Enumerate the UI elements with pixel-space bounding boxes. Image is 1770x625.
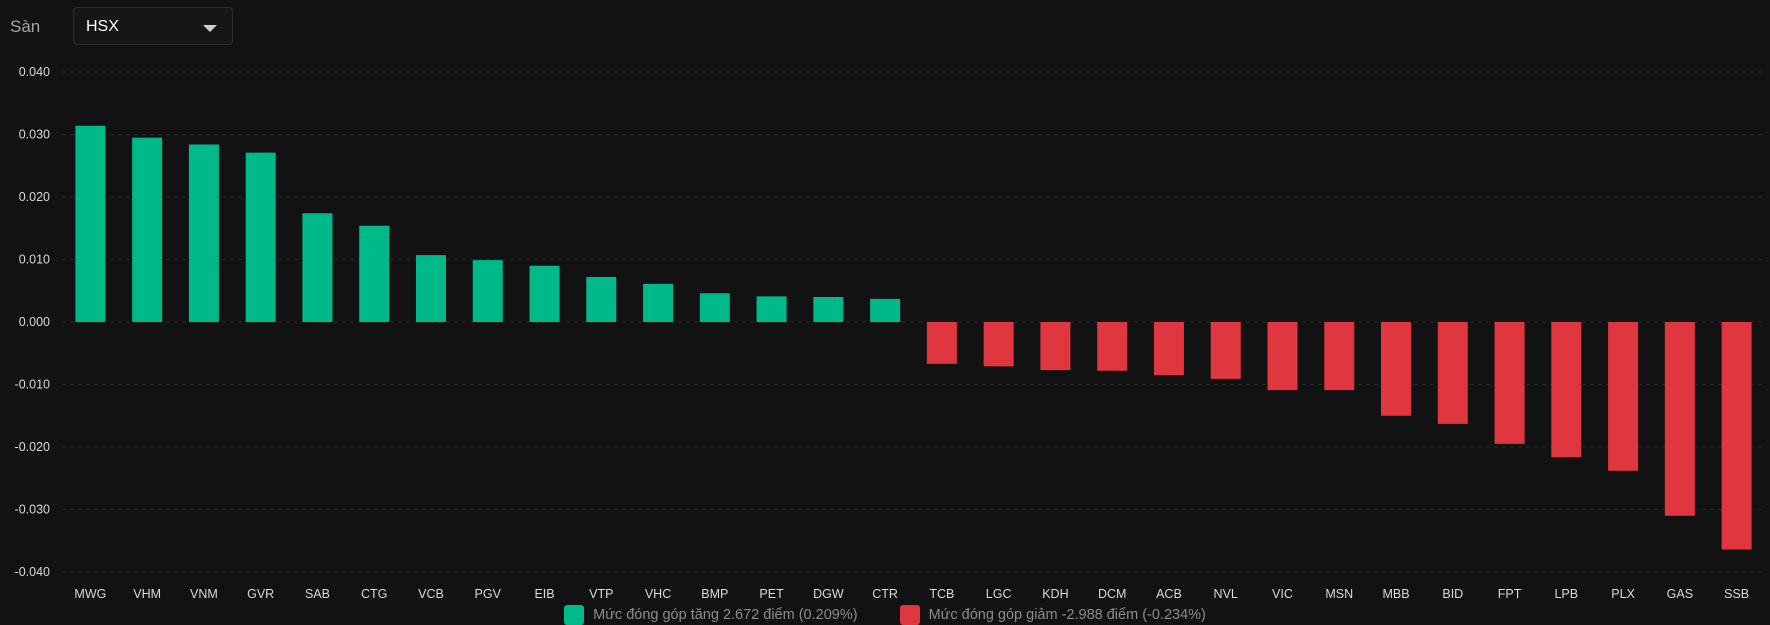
exchange-dropdown-value: HSX — [86, 18, 119, 35]
x-tick-label: VNM — [190, 587, 218, 600]
x-tick-label: CTR — [872, 587, 898, 600]
bar-gas[interactable] — [1664, 322, 1695, 516]
bar-plx[interactable] — [1608, 322, 1639, 471]
x-tick-label: PLX — [1611, 587, 1635, 600]
bar-mwg[interactable] — [75, 125, 106, 322]
y-tick-label: 0.010 — [19, 253, 50, 267]
x-tick-label: PGV — [475, 587, 502, 600]
exchange-filter-label: Sàn — [10, 17, 41, 36]
bar-eib[interactable] — [529, 265, 560, 322]
x-tick-label: TCB — [929, 587, 954, 600]
bar-mbb[interactable] — [1381, 322, 1412, 416]
bar-nvl[interactable] — [1210, 322, 1241, 379]
bar-fpt[interactable] — [1494, 322, 1525, 444]
legend-label-decrease: Mức đóng góp giảm -2.988 điểm (-0.234%) — [928, 606, 1206, 623]
bar-gvr[interactable] — [245, 152, 276, 322]
y-tick-label: -0.020 — [15, 440, 50, 454]
bar-bmp[interactable] — [699, 293, 730, 322]
bar-acb[interactable] — [1153, 322, 1184, 376]
x-tick-label: LPB — [1554, 587, 1578, 600]
bar-vtp[interactable] — [586, 277, 617, 322]
legend-label-increase: Mức đóng góp tăng 2.672 điểm (0.209%) — [593, 606, 858, 623]
contribution-bar-chart: 0.040 0.030 0.020 0.010 0.000 -0.010 -0.020 -0.… — [15, 65, 1765, 600]
x-tick-label: NVL — [1214, 587, 1238, 600]
x-tick-label: KDH — [1042, 587, 1068, 600]
y-tick-label: 0.040 — [19, 65, 50, 79]
bar-vic[interactable] — [1267, 322, 1298, 391]
bar-vhm[interactable] — [132, 137, 163, 322]
x-tick-label: CTG — [361, 587, 387, 600]
x-tick-label: FPT — [1498, 587, 1522, 600]
bar-msn[interactable] — [1324, 322, 1355, 391]
x-tick-label: SSB — [1724, 587, 1749, 600]
x-tick-label: MBB — [1382, 587, 1409, 600]
chevron-down-icon — [203, 25, 217, 32]
bar-vhc[interactable] — [643, 283, 674, 322]
y-tick-label: 0.020 — [19, 190, 50, 204]
x-tick-label: BID — [1442, 587, 1463, 600]
bar-vnm[interactable] — [188, 144, 219, 323]
bar-lgc[interactable] — [983, 322, 1014, 367]
bar-dgw[interactable] — [813, 297, 844, 322]
y-tick-label: -0.040 — [15, 565, 50, 579]
x-tick-label: VHC — [645, 587, 671, 600]
x-tick-label: PET — [759, 587, 784, 600]
bar-lpb[interactable] — [1551, 322, 1582, 457]
x-tick-label: VHM — [133, 587, 161, 600]
bar-vcb[interactable] — [415, 255, 446, 322]
x-tick-label: VCB — [418, 587, 444, 600]
bar-pgv[interactable] — [472, 260, 503, 322]
x-tick-label: SAB — [305, 587, 330, 600]
bar-ctg[interactable] — [359, 225, 390, 322]
x-tick-label: GVR — [247, 587, 274, 600]
x-tick-label: VIC — [1272, 587, 1293, 600]
x-tick-label: DGW — [813, 587, 844, 600]
y-tick-label: 0.030 — [19, 128, 50, 142]
x-tick-label: EIB — [534, 587, 554, 600]
y-tick-label: -0.030 — [15, 503, 50, 517]
x-tick-label: ACB — [1156, 587, 1182, 600]
chart-legend: Mức đóng góp tăng 2.672 điểm (0.209%) Mứ… — [0, 604, 1770, 625]
x-tick-label: VTP — [589, 587, 613, 600]
bar-ssb[interactable] — [1721, 322, 1752, 550]
legend-item-increase[interactable]: Mức đóng góp tăng 2.672 điểm (0.209%) — [564, 604, 858, 625]
x-tick-label: MSN — [1325, 587, 1353, 600]
exchange-dropdown[interactable]: HSX — [73, 7, 233, 45]
x-tick-label: DCM — [1098, 587, 1126, 600]
y-tick-label: -0.010 — [15, 378, 50, 392]
x-tick-label: LGC — [986, 587, 1012, 600]
bar-kdh[interactable] — [1040, 322, 1071, 371]
x-tick-label: MWG — [74, 587, 106, 600]
y-tick-label: 0.000 — [19, 315, 50, 329]
x-tick-label: BMP — [701, 587, 728, 600]
bar-sab[interactable] — [302, 213, 333, 322]
bar-bid[interactable] — [1437, 322, 1468, 424]
legend-swatch-increase — [564, 604, 585, 625]
bar-ctr[interactable] — [870, 298, 901, 322]
bar-tcb[interactable] — [926, 322, 957, 364]
legend-item-decrease[interactable]: Mức đóng góp giảm -2.988 điểm (-0.234%) — [899, 604, 1206, 625]
legend-swatch-decrease — [899, 604, 920, 625]
bar-pet[interactable] — [756, 296, 787, 322]
x-tick-label: GAS — [1667, 587, 1693, 600]
bar-dcm[interactable] — [1097, 322, 1128, 371]
